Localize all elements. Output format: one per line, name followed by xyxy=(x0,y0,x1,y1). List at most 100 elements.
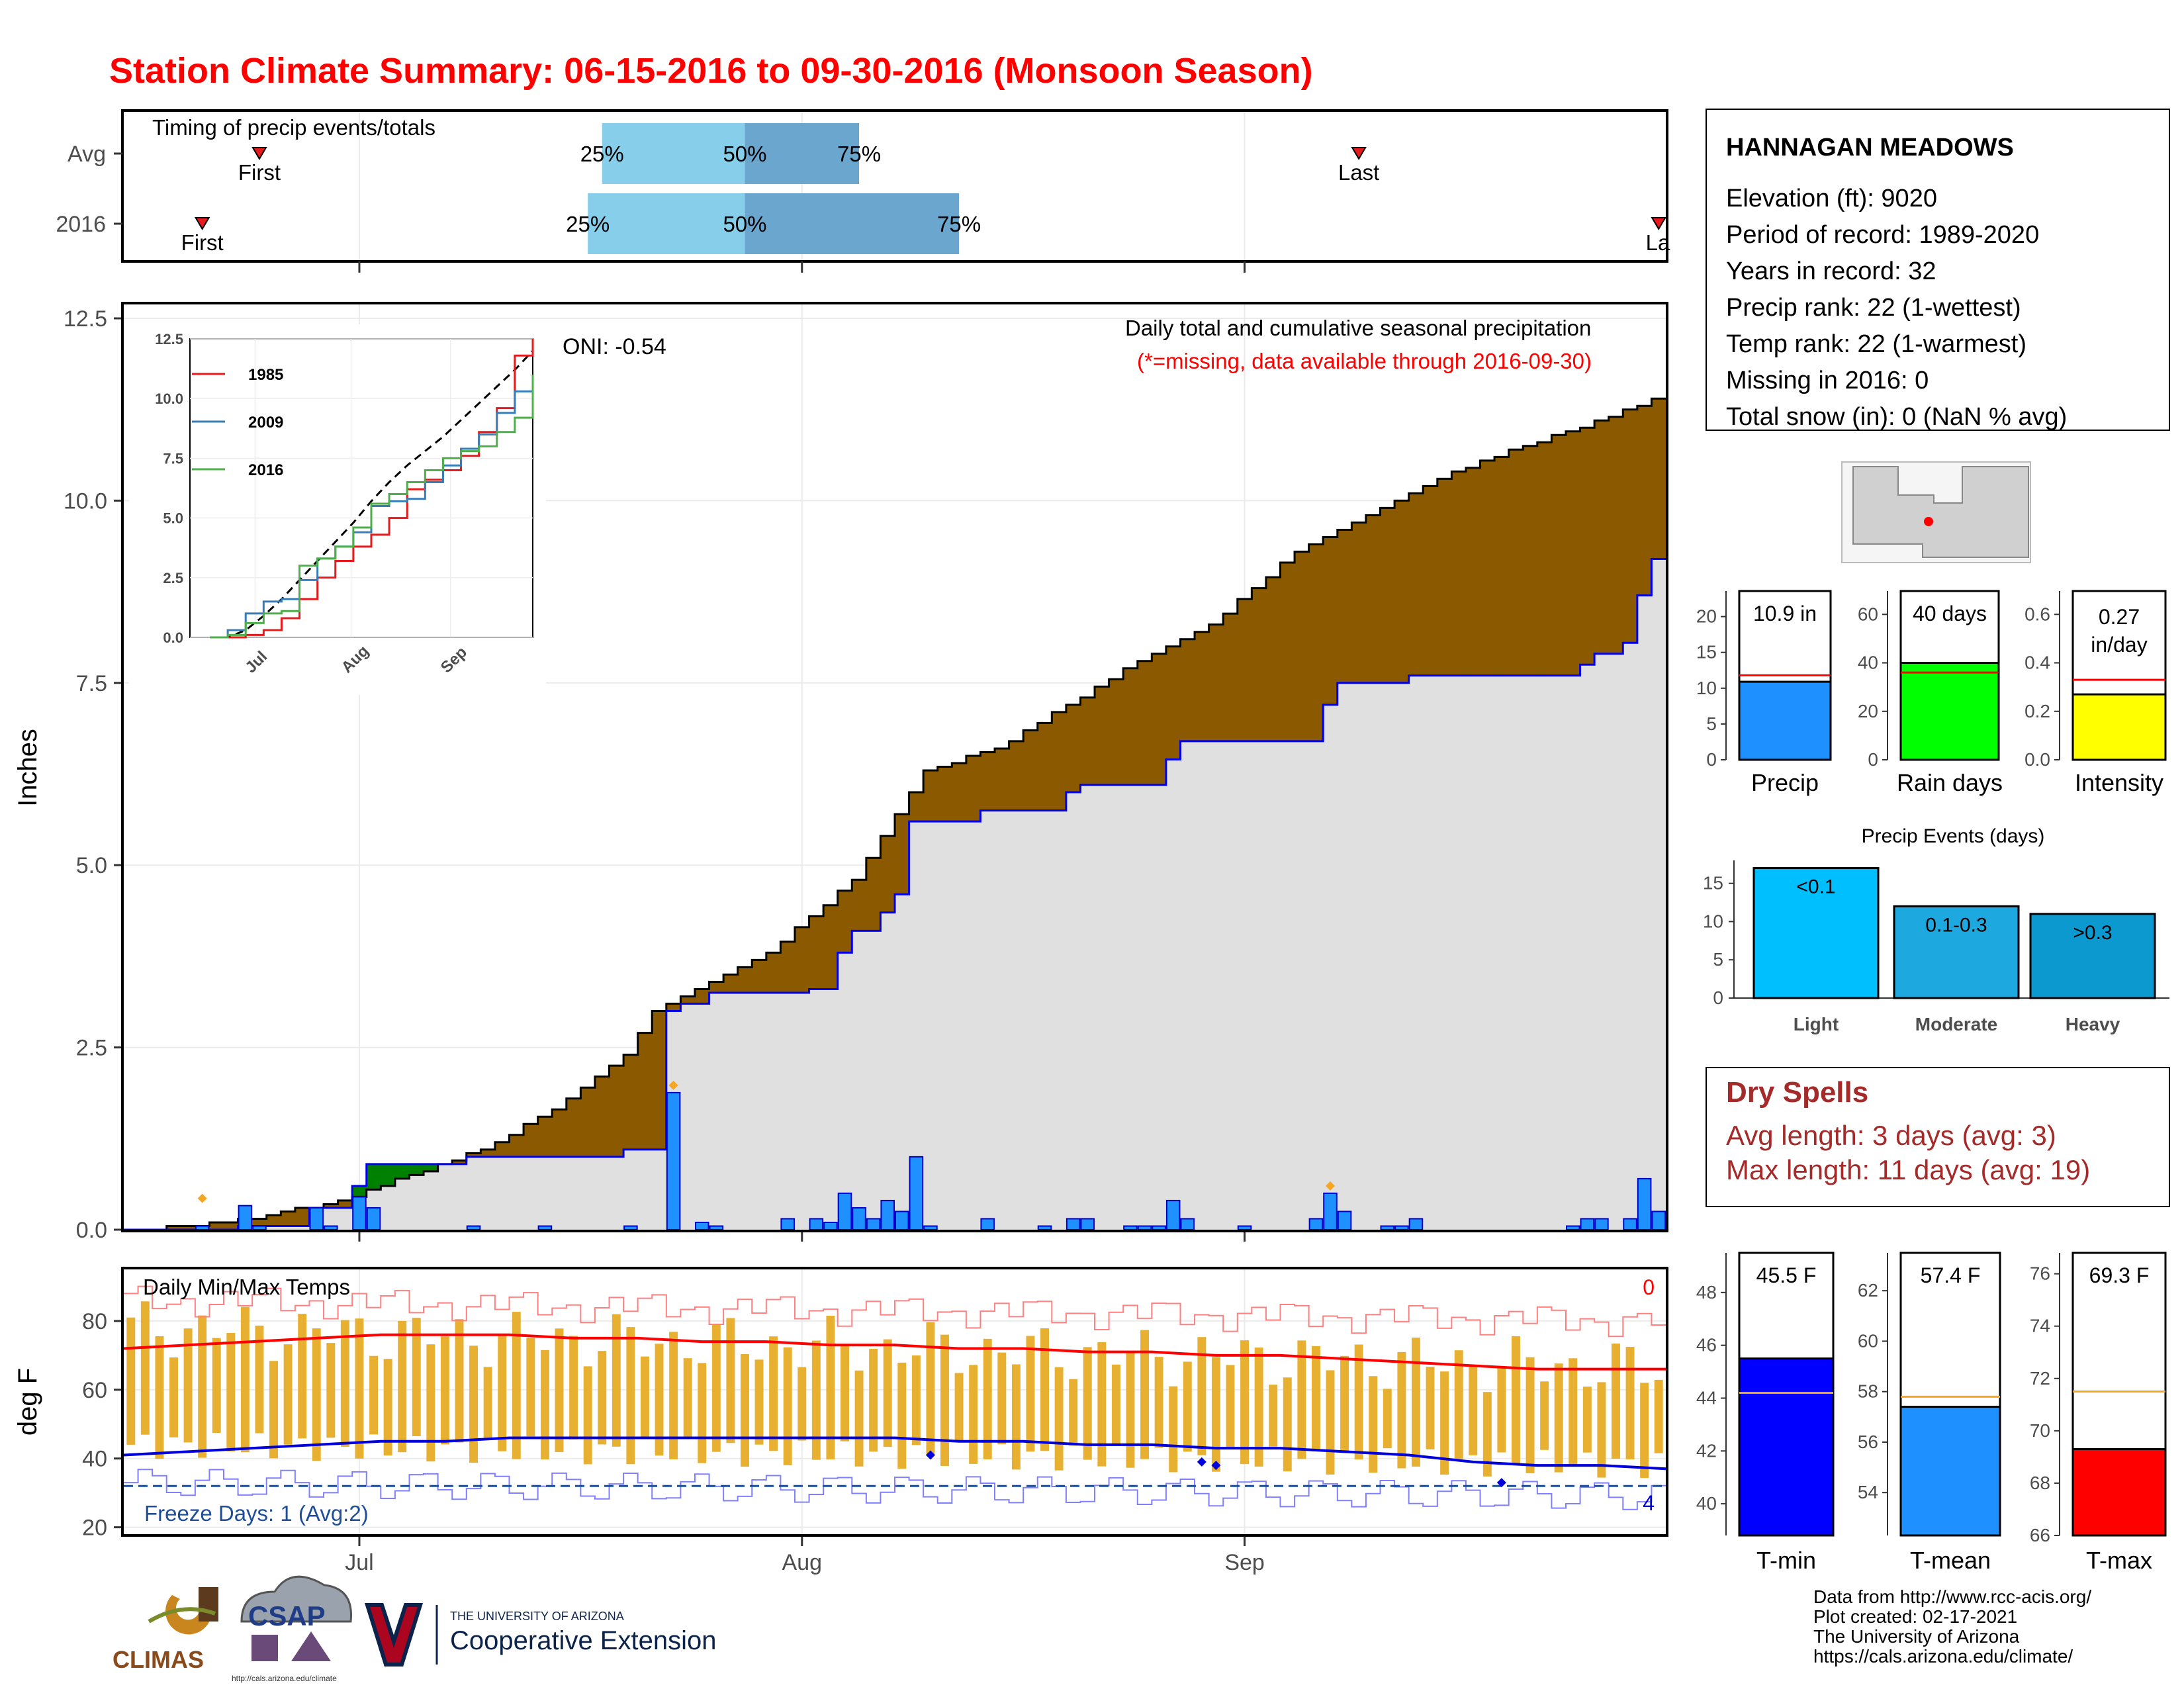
daily-temp-bar xyxy=(1111,1364,1120,1445)
daily-temp-bar xyxy=(655,1344,664,1456)
below-average-fill xyxy=(652,1011,667,1150)
below-average-fill xyxy=(737,967,752,993)
daily-temp-bar xyxy=(1654,1379,1663,1453)
mini-y-tick-label: 0 xyxy=(1868,749,1878,770)
below-average-fill xyxy=(552,1109,567,1157)
below-average-fill xyxy=(1580,428,1595,665)
event-category-label: Light xyxy=(1794,1014,1839,1034)
daily-temp-bar xyxy=(1097,1342,1107,1467)
below-average-fill xyxy=(1437,479,1452,676)
below-average-fill xyxy=(1180,639,1195,741)
event-bar-label: >0.3 xyxy=(2073,922,2112,944)
mini-y-tick-label: 20 xyxy=(1696,606,1717,627)
page-title: Station Climate Summary: 06-15-2016 to 0… xyxy=(109,51,1313,91)
precip-title: Daily total and cumulative seasonal prec… xyxy=(1125,316,1591,340)
daily-temp-bar xyxy=(1254,1348,1263,1467)
mini-value-label: 40 days xyxy=(1913,602,1987,625)
daily-temp-bar xyxy=(897,1362,907,1469)
below-average-fill xyxy=(1408,493,1424,676)
below-average-fill xyxy=(1009,741,1024,811)
climas-logo: CLIMAS xyxy=(113,1587,218,1673)
precip-subtitle: (*=missing, data available through 2016-… xyxy=(1137,349,1592,373)
mini-value-label: 45.5 F xyxy=(1756,1263,1817,1287)
daily-precip-bar xyxy=(1408,1218,1424,1231)
daily-temp-bar xyxy=(769,1336,778,1451)
daily-temp-bar xyxy=(1026,1336,1035,1452)
above-average-fill xyxy=(352,1185,367,1197)
mini-y-tick-label: 68 xyxy=(2030,1473,2050,1493)
mini-bar-t-max xyxy=(2071,1448,2167,1537)
precip-frame xyxy=(121,302,1668,1232)
daily-temp-bar xyxy=(683,1358,692,1439)
daily-temp-bar xyxy=(1154,1357,1163,1448)
credit-url: https://cals.arizona.edu/climate/ xyxy=(1813,1646,2073,1667)
temps-title: Daily Min/Max Temps xyxy=(143,1275,350,1299)
daily-temp-bar xyxy=(1440,1371,1449,1475)
daily-precip-bar xyxy=(623,1225,638,1231)
events-title: Precip Events (days) xyxy=(1862,825,2045,847)
credit-data-source: Data from http://www.rcc-acis.org/ xyxy=(1813,1586,2091,1607)
below-average-fill xyxy=(895,814,910,895)
csap-logo: CSAP http://cals.arizona.edu/climate xyxy=(232,1575,352,1683)
below-average-fill xyxy=(623,1054,639,1150)
below-average-fill xyxy=(1537,442,1553,676)
below-average-fill xyxy=(680,996,696,1004)
mini-bar-intensity xyxy=(2071,693,2167,761)
mini-bar-t-mean xyxy=(1899,1406,2001,1537)
daily-precip-bar xyxy=(1180,1218,1195,1231)
daily-precip-bar xyxy=(980,1218,995,1231)
station-snow: Total snow (in): 0 (NaN % avg) xyxy=(1726,403,2067,431)
daily-temp-bar xyxy=(498,1335,507,1451)
below-average-fill xyxy=(1637,406,1653,596)
below-average-fill xyxy=(1565,431,1581,676)
below-average-fill xyxy=(852,880,867,931)
mini-y-tick-label: 60 xyxy=(1858,1330,1878,1351)
temps-y-tick-label: 60 xyxy=(82,1378,107,1403)
mini-y-tick-label: 5 xyxy=(1706,713,1717,734)
ua-line1: THE UNIVERSITY OF ARIZONA xyxy=(450,1610,624,1623)
daily-temp-bar xyxy=(1569,1358,1578,1467)
below-average-fill xyxy=(1280,563,1295,741)
temps-count-bottom: 4 xyxy=(1643,1491,1655,1515)
daily-temp-bar xyxy=(369,1355,379,1435)
below-average-fill xyxy=(794,927,810,993)
below-average-fill xyxy=(537,1117,553,1157)
below-average-fill xyxy=(509,1134,524,1157)
mini-y-tick-label: 0.6 xyxy=(2025,604,2050,624)
below-average-fill xyxy=(866,858,882,931)
temps-x-tick-label: Aug xyxy=(782,1550,823,1575)
mini-bar-precip xyxy=(1738,680,1832,761)
precip-y-tick-label: 10.0 xyxy=(64,488,107,514)
below-average-fill xyxy=(1265,577,1281,741)
inset-y-tick-label: 5.0 xyxy=(163,510,183,527)
credit-plot-created: Plot created: 02-17-2021 xyxy=(1813,1606,2017,1627)
below-average-fill xyxy=(1023,730,1038,811)
inset-series-2016 xyxy=(210,375,534,639)
below-average-fill xyxy=(1508,449,1524,676)
mini-y-tick-label: 0.2 xyxy=(2025,701,2050,721)
below-average-fill xyxy=(1451,471,1467,676)
first-event-marker xyxy=(194,217,210,230)
mini-y-tick-label: 74 xyxy=(2030,1316,2050,1336)
daily-precip-bar xyxy=(309,1207,324,1231)
temps-y-axis-title: deg F xyxy=(13,1368,42,1436)
heavy-event-marker xyxy=(668,1080,678,1090)
daily-temp-bar xyxy=(926,1322,935,1455)
below-average-fill xyxy=(181,1226,196,1230)
precip-y-axis-title: Inches xyxy=(13,729,42,807)
daily-temp-bar xyxy=(283,1344,293,1445)
daily-temp-bar xyxy=(911,1355,921,1445)
daily-precip-bar xyxy=(1637,1177,1652,1231)
daily-temp-bar xyxy=(869,1348,878,1452)
daily-precip-bar xyxy=(666,1091,681,1231)
below-average-fill xyxy=(224,1222,239,1230)
daily-temp-bar xyxy=(797,1367,807,1441)
below-average-fill xyxy=(1066,704,1081,793)
below-average-fill xyxy=(923,770,938,822)
below-average-fill xyxy=(566,1098,581,1157)
below-average-fill xyxy=(1323,537,1338,705)
daily-precip-bar xyxy=(1123,1225,1138,1231)
locator-map xyxy=(1841,461,2031,563)
mini-y-tick-label: 66 xyxy=(2030,1525,2050,1545)
